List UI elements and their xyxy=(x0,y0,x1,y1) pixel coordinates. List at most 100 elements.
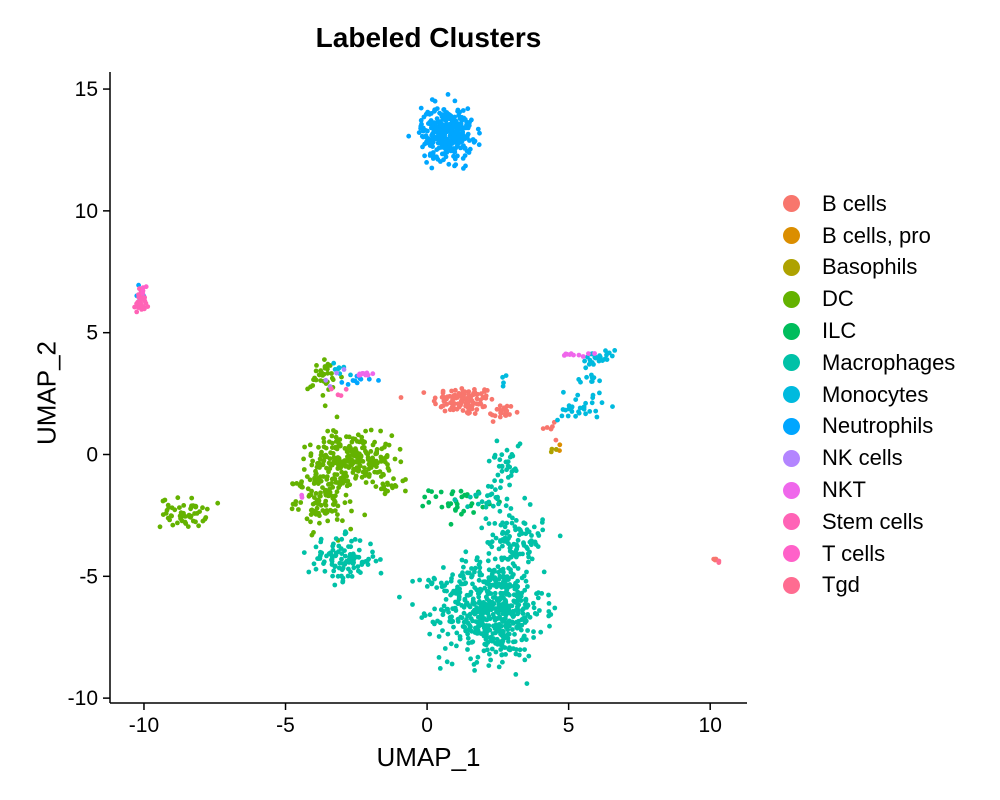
data-point xyxy=(455,108,460,114)
data-point xyxy=(311,481,317,486)
data-point xyxy=(503,410,509,416)
data-point xyxy=(583,400,588,406)
data-point xyxy=(451,393,456,399)
data-point xyxy=(507,464,513,470)
legend-label: NK cells xyxy=(822,445,903,471)
data-point xyxy=(330,547,336,553)
data-point xyxy=(397,594,402,600)
data-point xyxy=(483,395,489,401)
data-point xyxy=(321,444,327,450)
data-point xyxy=(451,153,456,159)
data-point xyxy=(511,572,516,577)
data-point xyxy=(449,619,454,625)
data-point xyxy=(316,444,321,450)
data-point xyxy=(483,504,489,510)
data-point xyxy=(565,413,571,419)
data-point xyxy=(503,373,509,378)
data-point xyxy=(486,521,492,526)
data-point xyxy=(398,395,404,400)
data-point xyxy=(485,540,491,545)
data-point xyxy=(541,569,547,575)
legend-key-dot xyxy=(783,195,800,213)
data-point xyxy=(481,616,487,621)
data-point xyxy=(304,516,310,522)
legend-item: Macrophages xyxy=(780,347,955,379)
data-point xyxy=(302,444,307,450)
data-point xyxy=(489,491,495,497)
data-point xyxy=(573,413,578,419)
y-tick-label: 0 xyxy=(86,443,98,466)
data-point xyxy=(486,458,492,464)
data-point xyxy=(421,611,427,617)
data-point xyxy=(522,587,528,593)
x-axis-label: UMAP_1 xyxy=(376,742,481,772)
data-point xyxy=(494,616,500,622)
data-point xyxy=(514,600,520,606)
data-point xyxy=(374,464,379,470)
data-point xyxy=(548,426,554,432)
data-point xyxy=(471,601,477,607)
data-point xyxy=(515,589,521,595)
data-point xyxy=(500,619,506,624)
data-point xyxy=(439,145,445,150)
data-point xyxy=(534,611,540,617)
data-point xyxy=(475,391,480,397)
data-point xyxy=(177,505,182,510)
data-point xyxy=(478,391,484,397)
data-point xyxy=(583,411,588,417)
x-tick-label: -10 xyxy=(129,714,159,737)
data-point xyxy=(492,521,498,526)
data-point xyxy=(143,284,149,290)
data-point xyxy=(334,370,339,376)
data-point xyxy=(463,549,469,555)
data-point xyxy=(434,147,440,153)
data-point xyxy=(385,465,391,471)
data-point xyxy=(531,524,537,530)
data-point xyxy=(463,559,469,564)
data-point xyxy=(348,526,354,532)
data-point xyxy=(524,605,530,610)
legend-label: Macrophages xyxy=(822,349,956,375)
data-point xyxy=(347,482,353,488)
data-point xyxy=(320,373,325,378)
data-point xyxy=(486,551,492,556)
data-point xyxy=(321,559,327,565)
data-point xyxy=(203,515,209,520)
data-point xyxy=(312,375,317,381)
legend-key-dot xyxy=(783,386,800,404)
data-point xyxy=(423,133,429,139)
data-point xyxy=(495,564,501,569)
data-point xyxy=(348,372,353,378)
data-point xyxy=(526,529,532,535)
y-tick-label: -5 xyxy=(79,565,98,588)
data-point xyxy=(331,360,337,366)
data-point xyxy=(378,570,384,576)
data-point xyxy=(319,449,324,455)
data-point xyxy=(495,496,500,502)
data-point xyxy=(436,634,442,639)
data-point xyxy=(339,469,345,475)
data-point xyxy=(318,539,324,545)
data-point xyxy=(486,663,492,668)
data-point xyxy=(332,367,338,372)
data-point xyxy=(443,597,449,602)
data-point xyxy=(501,405,507,411)
data-point xyxy=(410,602,415,607)
data-point xyxy=(522,647,527,652)
data-point xyxy=(590,392,596,398)
data-point xyxy=(512,550,518,556)
data-point xyxy=(359,474,365,480)
data-point xyxy=(358,457,363,462)
data-point xyxy=(359,434,365,440)
legend-key-dot xyxy=(783,481,800,499)
data-point xyxy=(476,629,481,635)
data-point xyxy=(497,403,503,409)
data-point xyxy=(440,628,445,633)
data-point xyxy=(349,449,355,455)
data-point xyxy=(370,479,376,485)
data-point xyxy=(321,435,326,441)
legend-label: B cells, pro xyxy=(822,222,931,248)
data-point xyxy=(521,520,527,526)
data-point xyxy=(529,556,535,562)
data-point xyxy=(215,500,221,506)
